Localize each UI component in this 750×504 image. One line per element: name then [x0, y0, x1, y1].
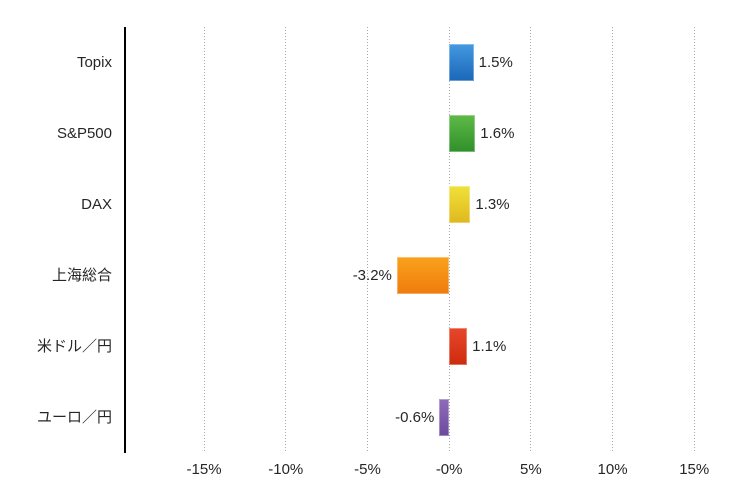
bar-sp500	[449, 115, 476, 152]
gridline	[285, 27, 287, 453]
gridline	[612, 27, 614, 453]
x-tick-label: 15%	[679, 461, 710, 478]
gridline	[448, 27, 450, 453]
bar-usd-jpy	[449, 328, 468, 365]
x-tick-label: -5%	[354, 461, 381, 478]
x-tick-label: 10%	[597, 461, 628, 478]
x-tick-label: -0%	[435, 461, 463, 478]
category-label-sp500: S&P500	[56, 124, 112, 142]
category-label-dax: DAX	[81, 195, 112, 213]
bar-dax	[449, 186, 471, 223]
bar-shanghai-composite	[396, 257, 450, 294]
x-tick-label: -10%	[268, 461, 304, 478]
value-label-topix: 1.5%	[478, 54, 513, 71]
bar-topix	[449, 44, 474, 81]
value-label-sp500: 1.6%	[480, 125, 515, 142]
gridline	[530, 27, 532, 453]
category-label-shanghai-composite: 上海総合	[51, 266, 112, 284]
bar-eur-jpy	[439, 399, 450, 436]
gridline	[693, 27, 695, 453]
x-tick-label: 5%	[520, 461, 542, 478]
value-label-dax: 1.3%	[475, 196, 510, 213]
category-label-eur-jpy: ユーロ／円	[36, 408, 112, 426]
gridline	[366, 27, 368, 453]
value-label-eur-jpy: -0.6%	[395, 409, 435, 426]
x-tick-label: -15%	[186, 461, 222, 478]
value-label-usd-jpy: 1.1%	[472, 338, 507, 355]
category-axis-line	[124, 27, 126, 453]
plot-area: 1.5% 1.6% 1.3% -3.2% 1.1% -0.6%	[124, 27, 740, 453]
gridline	[203, 27, 205, 453]
category-label-usd-jpy: 米ドル／円	[36, 337, 112, 355]
value-label-shanghai-composite: -3.2%	[352, 267, 392, 284]
category-label-topix: Topix	[76, 53, 112, 71]
